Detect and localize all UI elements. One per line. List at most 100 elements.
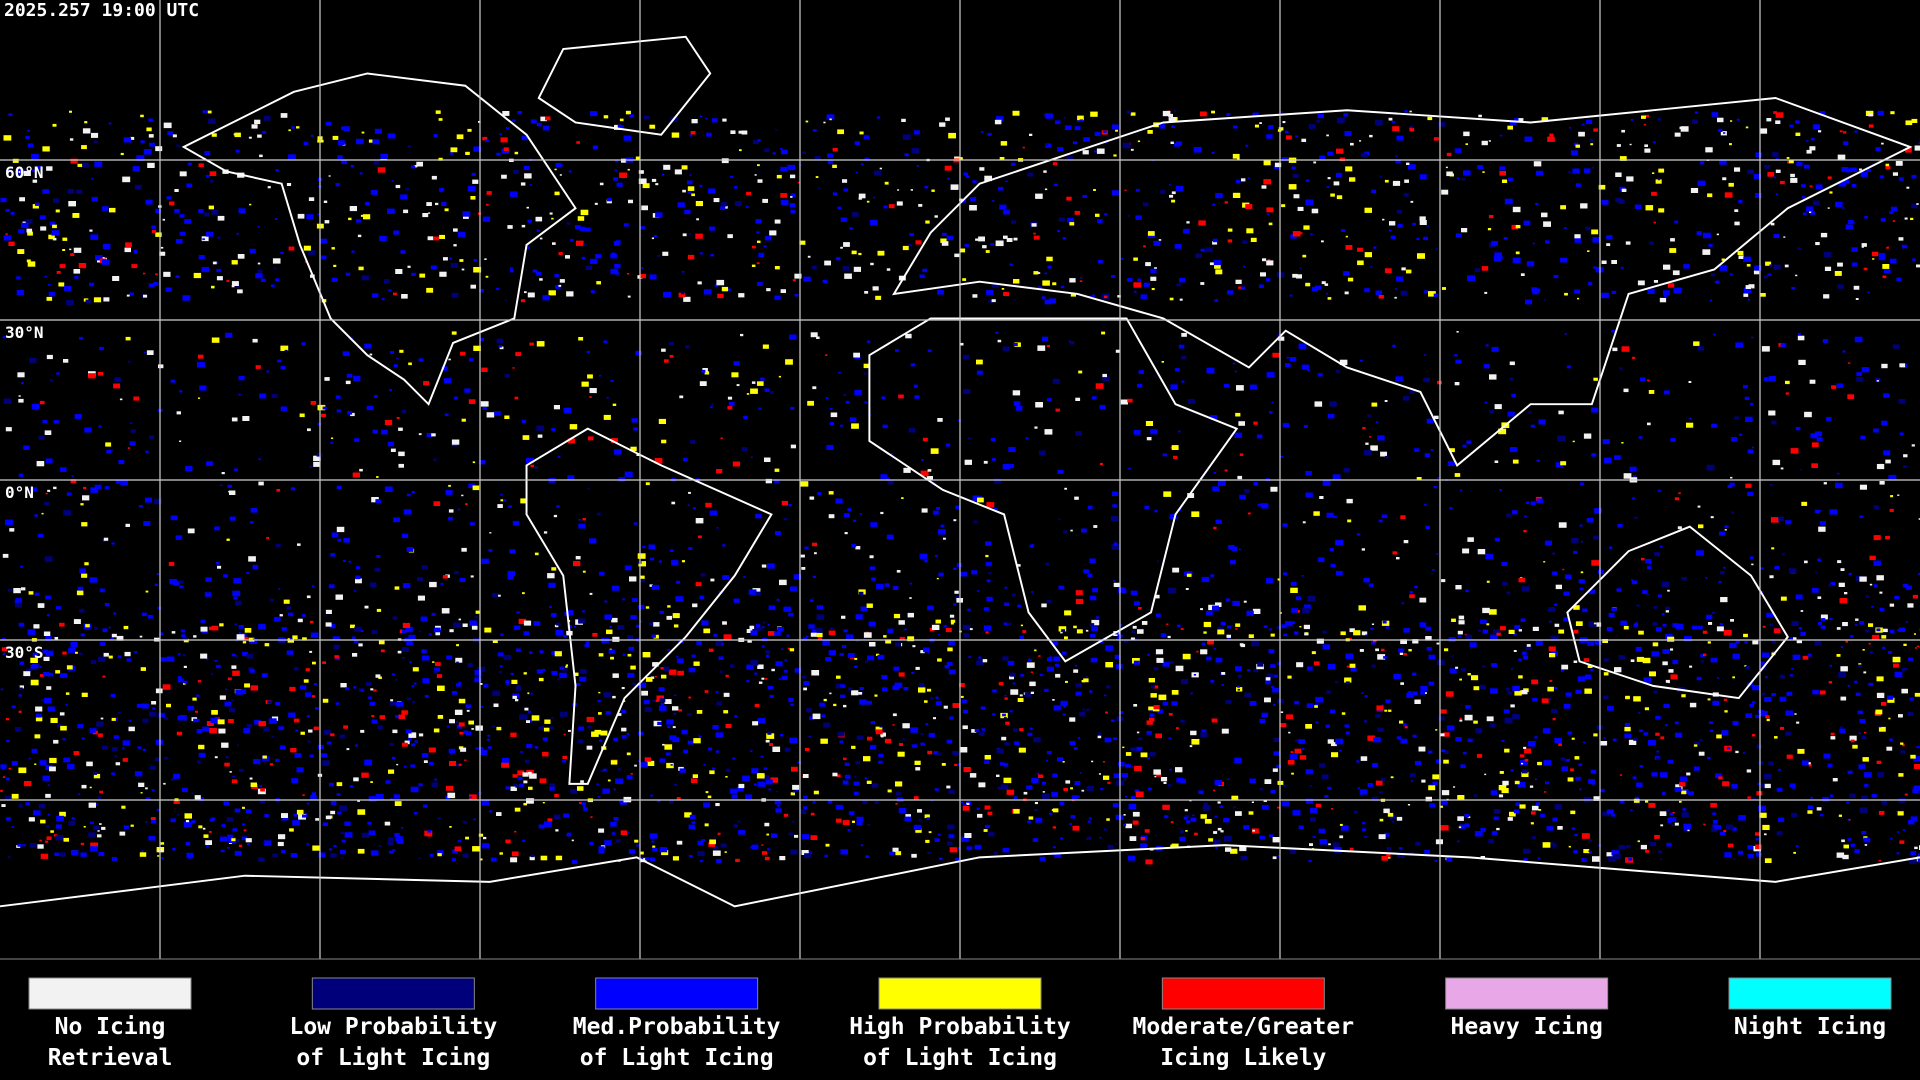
icing-pixel (481, 558, 489, 564)
icing-pixel (993, 478, 1001, 484)
icing-pixel (688, 233, 692, 235)
icing-pixel (1096, 148, 1105, 154)
icing-pixel (1291, 166, 1296, 170)
icing-pixel (1278, 127, 1284, 131)
icing-pixel (302, 814, 307, 818)
icing-pixel (40, 853, 49, 859)
icing-pixel (1823, 482, 1827, 485)
icing-pixel (1784, 264, 1789, 268)
icing-pixel (1847, 838, 1852, 841)
icing-pixel (1600, 741, 1608, 746)
icing-pixel (172, 134, 177, 138)
icing-pixel (1098, 260, 1103, 264)
icing-pixel (554, 624, 559, 628)
icing-pixel (836, 774, 841, 778)
icing-pixel (1593, 535, 1599, 540)
icing-pixel (1104, 213, 1108, 216)
icing-pixel (653, 622, 660, 627)
icing-pixel (17, 372, 25, 378)
icing-pixel (456, 724, 463, 729)
icing-pixel (1461, 228, 1468, 233)
icing-pixel (927, 652, 930, 654)
icing-pixel (550, 726, 554, 729)
icing-pixel (708, 188, 716, 194)
icing-pixel (1074, 126, 1081, 131)
icing-pixel (535, 216, 543, 222)
icing-pixel (441, 366, 448, 371)
icing-pixel (966, 846, 973, 851)
icing-pixel (8, 113, 13, 117)
icing-pixel (1775, 112, 1784, 118)
icing-pixel (1611, 330, 1615, 333)
icing-pixel (1296, 609, 1300, 613)
icing-pixel (606, 397, 609, 399)
icing-pixel (822, 279, 827, 283)
icing-pixel (858, 197, 862, 200)
icing-pixel (1155, 772, 1162, 777)
icing-pixel (1236, 385, 1244, 391)
icing-pixel (978, 731, 985, 736)
icing-pixel (1344, 677, 1352, 683)
icing-pixel (1451, 508, 1454, 510)
icing-pixel (1079, 772, 1082, 774)
icing-pixel (1162, 110, 1171, 117)
icing-pixel (1285, 363, 1291, 368)
icing-pixel (1302, 607, 1311, 614)
icing-pixel (628, 849, 636, 854)
icing-pixel (1008, 446, 1016, 452)
icing-pixel (1573, 605, 1580, 610)
icing-pixel (1173, 455, 1178, 459)
icing-pixel (554, 273, 559, 277)
icing-pixel (1912, 594, 1918, 599)
icing-pixel (1069, 823, 1072, 825)
icing-pixel (590, 111, 598, 117)
icing-pixel (1812, 124, 1820, 130)
icing-pixel (159, 251, 166, 256)
icing-pixel (516, 684, 521, 688)
icing-pixel (1306, 666, 1313, 671)
icing-pixel (941, 241, 949, 246)
icing-pixel (1603, 695, 1609, 700)
icing-pixel (1445, 166, 1448, 169)
icing-pixel (1247, 512, 1251, 515)
icing-pixel (1705, 147, 1713, 153)
icing-pixel (254, 719, 261, 725)
icing-pixel (1264, 697, 1271, 703)
icing-pixel (783, 517, 788, 521)
icing-pixel (1521, 772, 1529, 777)
icing-pixel (91, 196, 98, 202)
icing-pixel (902, 723, 910, 729)
icing-pixel (1344, 131, 1352, 137)
icing-pixel (220, 484, 223, 486)
icing-pixel (594, 202, 598, 205)
icing-pixel (489, 810, 493, 813)
icing-pixel (1308, 124, 1316, 129)
icing-pixel (523, 620, 532, 626)
icing-pixel (1303, 225, 1310, 230)
icing-pixel (1832, 778, 1838, 782)
icing-pixel (637, 553, 646, 559)
icing-pixel (1179, 830, 1184, 833)
icing-pixel (1438, 716, 1445, 721)
icing-pixel (682, 189, 686, 193)
icing-pixel (81, 737, 85, 740)
icing-pixel (1317, 557, 1325, 563)
icing-pixel (1842, 207, 1845, 209)
icing-pixel (817, 187, 821, 190)
icing-pixel (1525, 501, 1530, 504)
icing-pixel (635, 156, 640, 160)
icing-pixel (231, 665, 237, 669)
icing-pixel (374, 567, 381, 572)
icing-pixel (1902, 244, 1908, 249)
icing-pixel (1248, 811, 1254, 815)
icing-pixel (1362, 828, 1367, 832)
icing-pixel (165, 287, 172, 292)
icing-pixel (692, 774, 698, 778)
icing-pixel (1252, 608, 1261, 614)
icing-pixel (980, 706, 986, 710)
icing-pixel (672, 706, 679, 711)
icing-pixel (691, 654, 696, 658)
icing-pixel (1730, 120, 1733, 122)
icing-pixel (1457, 795, 1465, 801)
icing-pixel (581, 381, 589, 387)
